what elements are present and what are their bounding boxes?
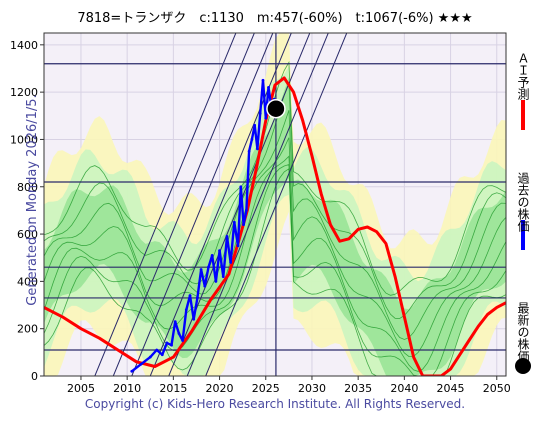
- trend-channel-line: [131, 33, 274, 376]
- past-price-point: [236, 244, 240, 248]
- x-tick-label: 2030: [298, 382, 326, 395]
- y-tick-label: 800: [17, 181, 38, 194]
- past-price-point: [225, 235, 229, 238]
- legend-swatch-dot: [515, 358, 531, 374]
- past-price-point: [258, 112, 262, 115]
- past-price-point: [253, 123, 257, 127]
- past-price-point: [203, 284, 207, 288]
- simulation-curve: [44, 82, 506, 319]
- x-tick-label: 2025: [252, 382, 280, 395]
- past-price-point: [229, 261, 233, 264]
- simulation-curve: [44, 110, 506, 340]
- x-tick-label: 2035: [344, 382, 372, 395]
- trend-channel-line: [112, 33, 255, 376]
- past-price-point: [188, 294, 192, 297]
- chart-title: 7818=トランザク c:1130 m:457(-60%) t:1067(-6%…: [77, 11, 472, 26]
- forecast-band-inner: [44, 77, 506, 376]
- x-tick-label: 2045: [437, 382, 465, 395]
- legend-label: 過去の株価: [516, 172, 530, 232]
- trend-channel-line: [186, 33, 329, 376]
- past-price-point: [177, 332, 181, 335]
- y-tick-label: 1200: [10, 86, 38, 99]
- y-tick-label: 1000: [10, 133, 38, 146]
- simulation-curve: [44, 155, 506, 372]
- x-tick-label: 2020: [206, 382, 234, 395]
- x-tick-label: 2015: [159, 382, 187, 395]
- trend-channel-line: [94, 33, 237, 376]
- past-price-point: [210, 253, 214, 257]
- x-tick-label: 2050: [483, 382, 511, 395]
- y-tick-label: 400: [17, 275, 38, 288]
- past-price-point: [165, 341, 169, 345]
- past-price-point: [244, 209, 248, 212]
- past-price-point: [242, 223, 245, 227]
- past-price-point: [184, 308, 188, 312]
- x-tick-label: 2005: [67, 382, 95, 395]
- past-price-point: [261, 78, 265, 82]
- past-price-point: [148, 355, 152, 359]
- y-tick-label: 600: [17, 228, 38, 241]
- ai-forecast-line: [44, 76, 506, 376]
- simulation-curve: [44, 61, 506, 296]
- copyright-footer: Copyright (c) Kids-Hero Research Institu…: [85, 397, 465, 411]
- past-price-point: [221, 275, 225, 279]
- past-price-point: [207, 265, 210, 269]
- legend-label: ＡＩ予測: [516, 52, 530, 101]
- past-price-point: [214, 279, 218, 283]
- past-price-point: [160, 353, 164, 357]
- legend-label: 最新の株価: [516, 302, 530, 362]
- past-price-point: [239, 185, 243, 189]
- x-tick-label: 2040: [390, 382, 418, 395]
- past-price-point: [155, 348, 159, 352]
- past-price-point: [199, 268, 203, 271]
- current-price-marker: [266, 98, 286, 119]
- past-price-point: [130, 369, 134, 373]
- past-price-point: [195, 296, 199, 300]
- past-price-point: [267, 86, 270, 89]
- simulation-curve: [44, 168, 506, 376]
- past-price-point: [181, 339, 185, 342]
- plot-frame: [43, 32, 507, 377]
- generated-date-label: Generated on Monday 2026/1/5.: [25, 94, 40, 305]
- simulation-curve: [44, 163, 506, 376]
- y-tick-label: 0: [31, 370, 38, 383]
- past-price-point: [256, 147, 259, 151]
- past-price-point: [192, 317, 196, 321]
- past-price-point: [264, 116, 268, 120]
- past-price-point: [170, 343, 173, 347]
- y-tick-label: 200: [17, 323, 38, 336]
- past-price-point: [139, 362, 143, 366]
- past-price-point: [250, 138, 254, 141]
- past-price-point: [232, 220, 236, 224]
- y-tick-label: 1400: [10, 39, 38, 52]
- past-price-point: [247, 149, 251, 153]
- past-price-point: [218, 249, 221, 253]
- x-tick-label: 2010: [113, 382, 141, 395]
- past-price-point: [173, 320, 177, 323]
